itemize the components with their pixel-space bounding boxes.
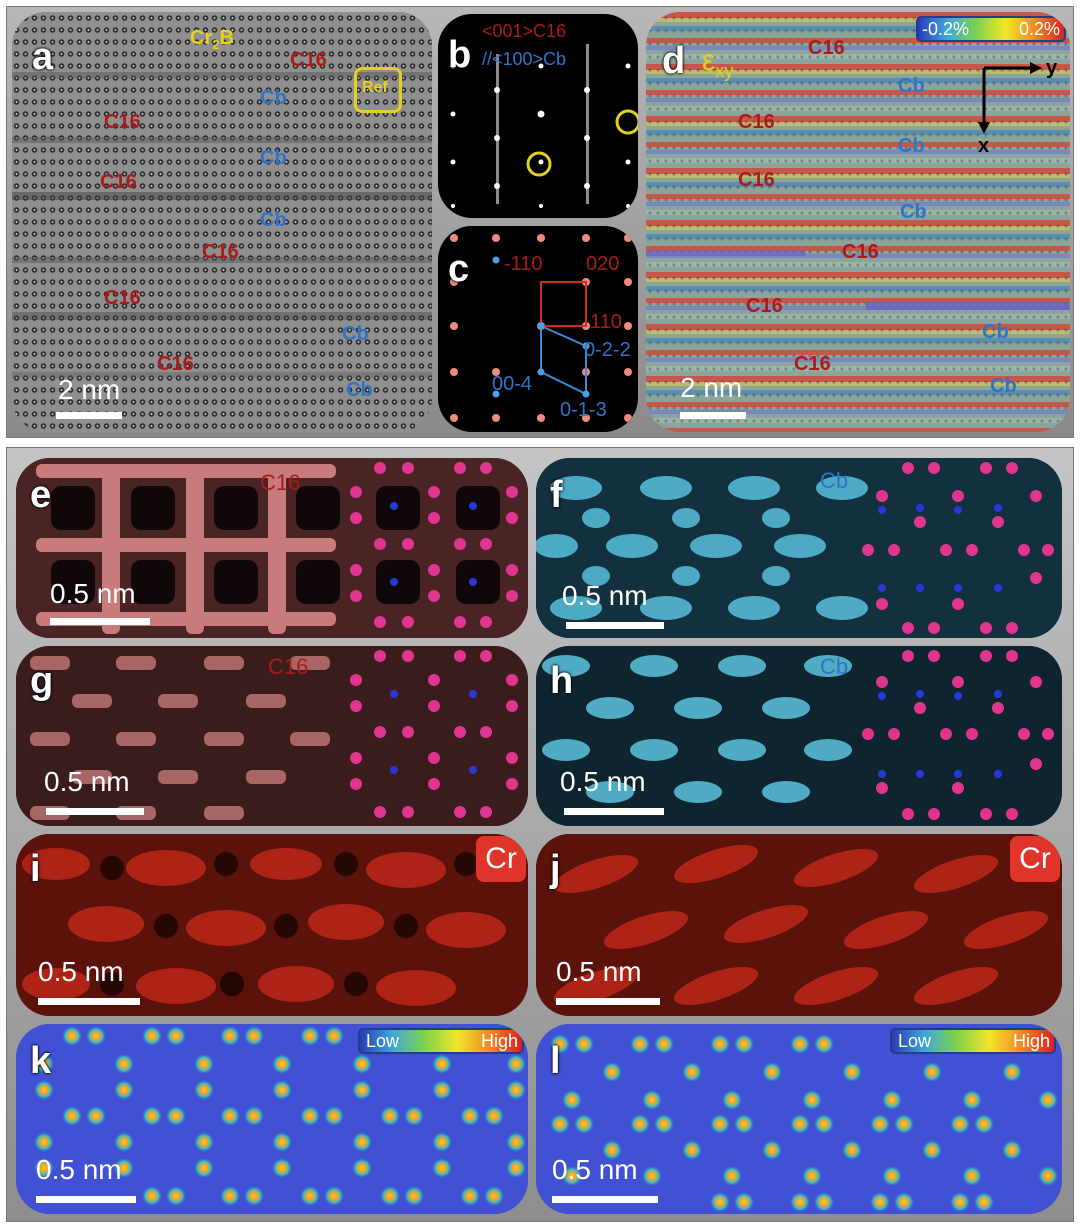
- panel-letter-k: k: [30, 1040, 52, 1082]
- hrtem-lattice: [12, 12, 432, 432]
- phase-label-c16: C16: [842, 241, 879, 263]
- phase-label-c16: C16: [104, 111, 141, 133]
- panel-letter-f: f: [550, 474, 563, 516]
- index-label-blue: 0-1-3: [560, 399, 607, 421]
- index-label-red: 020: [586, 253, 620, 275]
- simulated-density-map: [536, 1024, 1062, 1214]
- phase-label-c16: C16: [202, 241, 239, 263]
- panel-i-cr-map: i Cr 0.5 nm: [16, 834, 528, 1016]
- panel-letter-b: b: [448, 34, 472, 76]
- cb-simulated-image: [536, 646, 1062, 826]
- panel-j-cr-map: j Cr 0.5 nm: [536, 834, 1062, 1016]
- phase-label-c16: C16: [808, 37, 845, 59]
- panel-e-c16-image: e C16 0.5 nm: [16, 458, 528, 638]
- panel-letter-i: i: [30, 848, 41, 890]
- phase-label-cb: Cb: [346, 379, 373, 401]
- panel-g-c16-simulated: g C16 0.5 nm: [16, 646, 528, 826]
- element-tag-cr: Cr: [1010, 836, 1060, 882]
- strain-map-field: [646, 12, 1070, 432]
- phase-label-c16: C16: [746, 295, 783, 317]
- panel-a-hrtem-image: a Cr2B Ref C16 Cb C16 Cb C16 Cb C16 C16 …: [12, 12, 432, 432]
- simulated-density-map: [16, 1024, 528, 1214]
- index-label-red: -110: [504, 253, 543, 275]
- cr-elemental-map: [536, 834, 1062, 1016]
- phase-title-cr2b: Cr2B: [190, 27, 234, 52]
- phase-label-cb: Cb: [342, 323, 369, 345]
- density-colorbar: Low High: [890, 1028, 1056, 1054]
- phase-label-c16: C16: [268, 654, 309, 679]
- phase-label-cb: Cb: [900, 201, 927, 223]
- phase-label-c16: C16: [104, 287, 141, 309]
- indexed-reciprocal-lattice: [450, 234, 632, 422]
- zone-axis-c16: <001>C16: [482, 21, 567, 41]
- phase-label-c16: C16: [100, 171, 137, 193]
- reference-box: [354, 67, 402, 113]
- cr-elemental-map: [16, 834, 528, 1016]
- phase-label-c16: C16: [157, 353, 194, 375]
- panel-letter-a: a: [32, 36, 54, 78]
- diffraction-spots: [450, 44, 638, 208]
- axis-x-label: x: [978, 135, 990, 157]
- phase-label-c16: C16: [738, 169, 775, 191]
- phase-label-cb: Cb: [260, 147, 287, 169]
- panel-letter-h: h: [550, 660, 574, 702]
- c16-lattice-image: [16, 458, 528, 638]
- phase-label-cb: Cb: [898, 135, 925, 157]
- phase-label-c16: C16: [260, 470, 301, 495]
- phase-label-cb: Cb: [260, 87, 287, 109]
- phase-label-cb: Cb: [990, 375, 1017, 397]
- reference-label: Ref: [362, 79, 388, 96]
- panel-h-cb-simulated: h Cb 0.5 nm: [536, 646, 1062, 826]
- phase-label-cb: Cb: [982, 321, 1009, 343]
- panel-letter-j: j: [550, 848, 561, 890]
- axis-y-label: y: [1046, 57, 1058, 79]
- panel-letter-c: c: [448, 248, 470, 290]
- density-colorbar: Low High: [358, 1028, 524, 1054]
- strain-colorbar: -0.2% 0.2%: [916, 16, 1066, 42]
- strain-component-label: εxy: [702, 44, 734, 81]
- panel-d-strain-map: d εxy -0.2% 0.2% y x C16 Cb C16 Cb C16 C…: [646, 12, 1070, 432]
- cb-lattice-image: [536, 458, 1062, 638]
- panel-f-cb-image: f Cb 0.5 nm: [536, 458, 1062, 638]
- panel-letter-d: d: [662, 40, 686, 82]
- zone-axis-cb: //<100>Cb: [482, 49, 567, 69]
- phase-label-c16: C16: [794, 353, 831, 375]
- c16-simulated-image: [16, 646, 528, 826]
- index-label-blue: 00-4: [492, 373, 533, 395]
- phase-label-cb: Cb: [898, 75, 925, 97]
- phase-label-cb: Cb: [820, 654, 849, 679]
- panel-letter-l: l: [550, 1040, 561, 1082]
- phase-label-c16: C16: [290, 49, 327, 71]
- panel-letter-g: g: [30, 660, 54, 702]
- panel-k-density-map: k Low High 0.5 nm: [16, 1024, 528, 1214]
- phase-label-cb: Cb: [820, 468, 849, 493]
- phase-label-c16: C16: [738, 111, 775, 133]
- panel-c-indexed-pattern: c -110 020 110 0-2-2 00-4 0-1-3: [438, 226, 638, 432]
- element-tag-cr: Cr: [476, 836, 526, 882]
- panel-l-density-map: l Low High 0.5 nm: [536, 1024, 1062, 1214]
- panel-b-diffraction-pattern: b <001>C16 //<100>Cb: [438, 14, 638, 218]
- index-label-blue: 0-2-2: [584, 339, 631, 361]
- index-label-red: 110: [590, 311, 622, 333]
- panel-letter-e: e: [30, 474, 52, 516]
- phase-label-cb: Cb: [260, 209, 287, 231]
